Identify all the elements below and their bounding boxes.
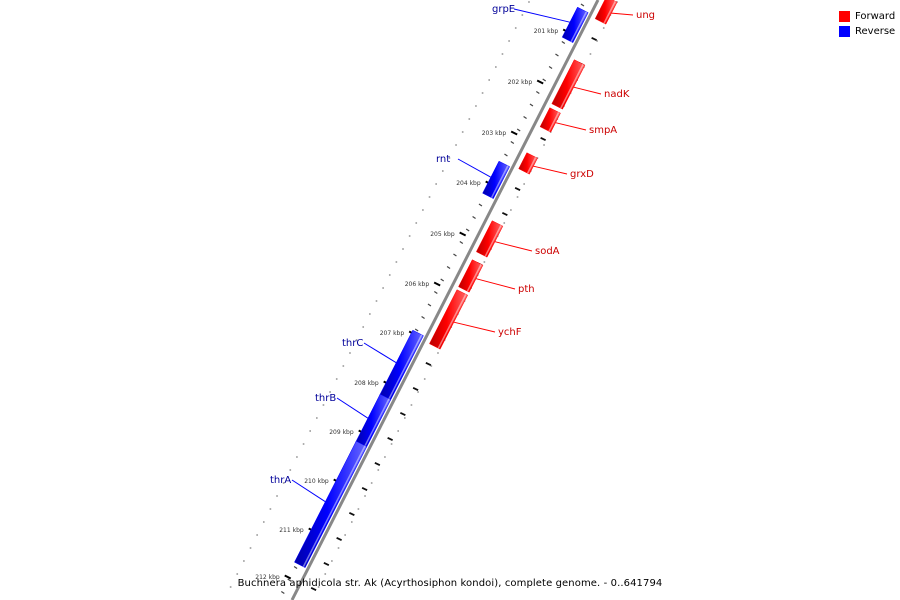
gene-label-nadK: nadK <box>604 89 630 100</box>
ruler-tick-label: 207 kbp <box>380 330 405 337</box>
ruler-tick-label: 211 kbp <box>279 527 304 534</box>
genome-backbone-line <box>290 0 600 600</box>
gene-features[interactable]: ung grpE nadK smpA grxD rnt sodA pth ychF thrC thr… <box>270 0 655 568</box>
reverse-swatch-icon <box>839 26 850 37</box>
gene-ychF[interactable]: ychF <box>429 289 522 350</box>
gene-ung[interactable]: ung <box>594 0 655 25</box>
legend-forward-label: Forward <box>855 11 896 22</box>
gene-smpA[interactable]: smpA <box>539 107 617 136</box>
legend-reverse: Reverse <box>839 24 895 39</box>
gene-label-smpA: smpA <box>589 125 617 136</box>
ruler-ticks: 201 kbp 202 kbp 203 kbp 204 kbp 205 kbp 206 k… <box>255 3 610 594</box>
gene-label-sodA: sodA <box>535 246 560 257</box>
gene-label-thrB: thrB <box>315 393 336 404</box>
gene-label-ychF: ychF <box>498 327 522 338</box>
legend-forward: Forward <box>839 9 895 24</box>
gene-grpE[interactable]: grpE <box>492 4 589 43</box>
gene-label-pth: pth <box>518 284 535 295</box>
ruler-tick-label: 203 kbp <box>482 130 507 137</box>
gene-sodA[interactable]: sodA <box>476 220 560 258</box>
gene-label-thrC: thrC <box>342 338 363 349</box>
gene-nadK[interactable]: nadK <box>551 59 630 110</box>
ruler-tick-label: 201 kbp <box>534 28 559 35</box>
gene-thrA[interactable]: thrA <box>270 440 368 568</box>
gene-label-grpE: grpE <box>492 4 515 15</box>
gene-label-grxD: grxD <box>570 169 594 180</box>
gene-rnt[interactable]: rnt <box>436 154 510 199</box>
ruler-tick-label: 210 kbp <box>304 478 329 485</box>
gene-label-rnt: rnt <box>436 154 450 165</box>
gene-pth[interactable]: pth <box>458 259 535 295</box>
ruler-tick-label: 212 kbp <box>255 574 280 581</box>
ruler-tick-label: 208 kbp <box>354 380 379 387</box>
forward-swatch-icon <box>839 11 850 22</box>
ruler-tick-label: 206 kbp <box>405 281 430 288</box>
gene-grxD[interactable]: grxD <box>518 152 594 180</box>
gene-label-thrA: thrA <box>270 475 291 486</box>
legend-reverse-label: Reverse <box>855 26 896 37</box>
gene-thrB[interactable]: thrB <box>315 393 392 448</box>
ruler-tick-label: 202 kbp <box>508 79 533 86</box>
ruler-tick-label: 205 kbp <box>430 231 455 238</box>
ruler-tick-label: 204 kbp <box>456 180 481 187</box>
gene-label-ung: ung <box>636 10 655 21</box>
genome-caption: Buchnera aphidicola str. Ak (Acyrthosiph… <box>237 578 663 589</box>
ruler-tick-label: 209 kbp <box>329 429 354 436</box>
strand-legend: Forward Reverse <box>839 9 895 39</box>
